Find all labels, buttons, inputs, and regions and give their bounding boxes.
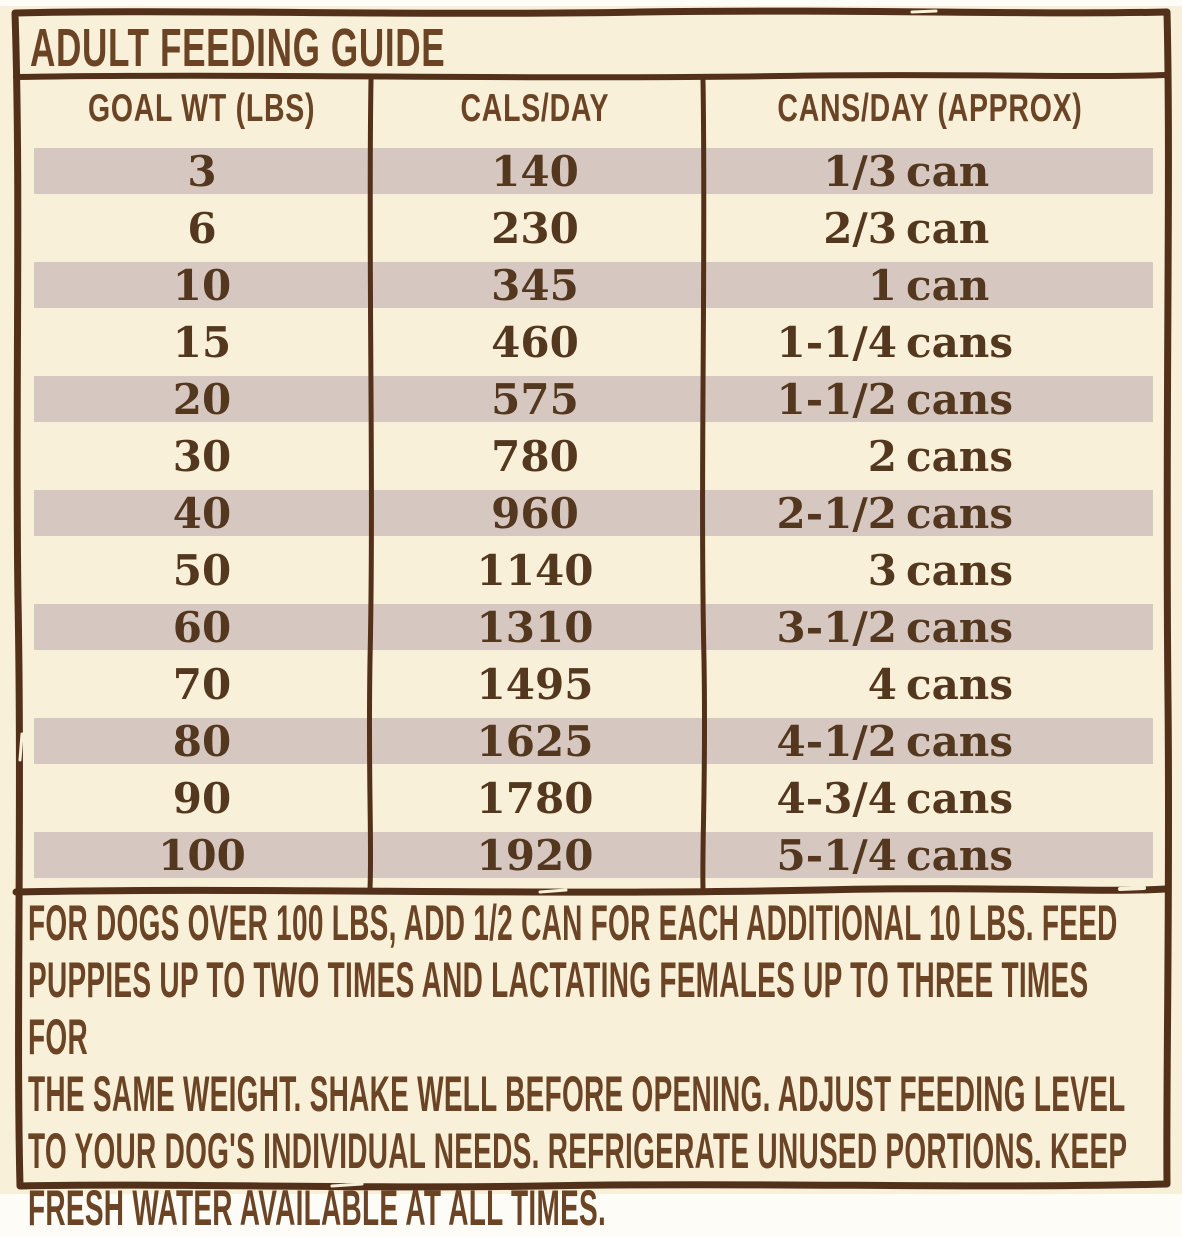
cans-per-day-cell: 3 cans [700,542,1153,599]
goal-weight-cell: 80 [172,717,232,766]
goal-weight-cell: 20 [172,375,232,424]
table-row: 40 960 2-1/2 cans [34,485,1153,542]
column-header-cals-per-day: CALS/DAY [460,87,610,130]
cans-per-day-cell: 2/3 can [700,200,1153,257]
cans-unit: cans [906,831,1013,880]
table-row: 50 1140 3 cans [34,542,1153,599]
cals-per-day-cell: 1625 [476,717,594,766]
goal-weight-cell: 50 [172,546,232,595]
column-header-cans-per-day: CANS/DAY (APPROX) [777,87,1083,130]
table-row: 15 460 1-1/4 cans [34,314,1153,371]
cans-unit: cans [906,774,1013,823]
table-row: 60 1310 3-1/2 cans [34,599,1153,656]
cals-per-day-cell: 1310 [476,603,594,652]
cals-per-day-cell: 1495 [476,660,594,709]
cans-per-day-cell: 1-1/2 cans [700,371,1153,428]
table-row: 20 575 1-1/2 cans [34,371,1153,428]
cans-unit: can [906,261,990,310]
goal-weight-cell: 40 [172,489,232,538]
cans-unit: cans [906,375,1013,424]
cans-unit: can [906,204,990,253]
cans-per-day-cell: 4-3/4 cans [700,770,1153,827]
goal-weight-cell: 60 [172,603,232,652]
table-body: 3 140 1/3 can 6 230 2/3 can 10 345 1 can… [34,143,1153,884]
feeding-instructions: FOR DOGS OVER 100 LBS, ADD 1/2 CAN FOR E… [28,895,1158,1236]
cans-per-day-cell: 5-1/4 cans [700,827,1153,884]
cans-unit: cans [906,603,1013,652]
feeding-instructions-text: FOR DOGS OVER 100 LBS, ADD 1/2 CAN FOR E… [28,895,1128,1236]
cans-amount: 1-1/4 [776,318,897,367]
cans-per-day-cell: 2-1/2 cans [700,485,1153,542]
goal-weight-cell: 30 [172,432,232,481]
cans-amount: 4 [867,660,897,709]
cals-per-day-cell: 230 [491,204,579,253]
goal-weight-cell: 90 [172,774,232,823]
cans-per-day-cell: 1/3 can [700,143,1153,200]
table-row: 80 1625 4-1/2 cans [34,713,1153,770]
cans-unit: can [906,147,990,196]
cans-per-day-cell: 4-1/2 cans [700,713,1153,770]
cans-amount: 1 [867,261,897,310]
cans-amount: 5-1/4 [776,831,897,880]
cans-amount: 3 [867,546,897,595]
goal-weight-cell: 70 [172,660,232,709]
cals-per-day-cell: 1780 [476,774,594,823]
goal-weight-cell: 100 [158,831,246,880]
cals-per-day-cell: 780 [491,432,579,481]
cans-amount: 2/3 [823,204,897,253]
table-row: 30 780 2 cans [34,428,1153,485]
table-row: 100 1920 5-1/4 cans [34,827,1153,884]
cans-amount: 2 [867,432,897,481]
cals-per-day-cell: 345 [491,261,579,310]
cals-per-day-cell: 140 [491,147,579,196]
cans-amount: 2-1/2 [776,489,897,538]
cans-unit: cans [906,660,1013,709]
page-title: ADULT FEEDING GUIDE [30,18,669,78]
cals-per-day-cell: 575 [491,375,579,424]
cans-unit: cans [906,318,1013,367]
cans-unit: cans [906,546,1013,595]
cans-per-day-cell: 2 cans [700,428,1153,485]
table-row: 6 230 2/3 can [34,200,1153,257]
table-row: 90 1780 4-3/4 cans [34,770,1153,827]
cals-per-day-cell: 1920 [476,831,594,880]
cans-amount: 1-1/2 [776,375,897,424]
goal-weight-cell: 15 [172,318,232,367]
cans-amount: 4-1/2 [776,717,897,766]
goal-weight-cell: 6 [187,204,217,253]
table-row: 10 345 1 can [34,257,1153,314]
cans-amount: 3-1/2 [776,603,897,652]
cals-per-day-cell: 960 [491,489,579,538]
cans-per-day-cell: 1-1/4 cans [700,314,1153,371]
cans-unit: cans [906,489,1013,538]
page-title-text: ADULT FEEDING GUIDE [30,18,446,78]
cans-unit: cans [906,717,1013,766]
cans-amount: 4-3/4 [776,774,897,823]
table-row: 3 140 1/3 can [34,143,1153,200]
cans-unit: cans [906,432,1013,481]
goal-weight-cell: 10 [172,261,232,310]
cans-per-day-cell: 3-1/2 cans [700,599,1153,656]
cals-per-day-cell: 460 [491,318,579,367]
cans-per-day-cell: 1 can [700,257,1153,314]
table-row: 70 1495 4 cans [34,656,1153,713]
cals-per-day-cell: 1140 [476,546,594,595]
column-header-goal-weight: GOAL WT (LBS) [88,87,316,130]
cans-per-day-cell: 4 cans [700,656,1153,713]
goal-weight-cell: 3 [187,147,217,196]
cans-amount: 1/3 [823,147,897,196]
